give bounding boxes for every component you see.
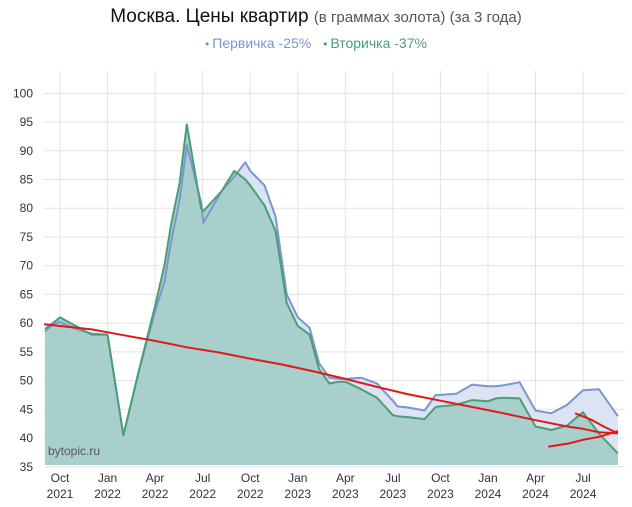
legend-label-secondary: Вторичка -37%: [330, 35, 427, 51]
trend-line-0: [43, 323, 618, 435]
chart-legend: • Первичка -25% • Вторичка -37%: [0, 35, 632, 51]
x-tick-label-5-year: 2023: [284, 487, 311, 501]
y-tick-label-75: 75: [20, 230, 34, 244]
y-tick-label-95: 95: [20, 115, 34, 129]
legend-label-primary: Первичка -25%: [212, 35, 312, 51]
x-tick-label-4-month: Oct: [241, 471, 260, 485]
x-tick-label-3-year: 2022: [189, 487, 216, 501]
x-tick-label-0-year: 2021: [47, 487, 74, 501]
x-tick-label-6-month: Apr: [336, 471, 355, 485]
x-tick-label-6-year: 2023: [332, 487, 359, 501]
x-tick-label-1-year: 2022: [94, 487, 121, 501]
x-tick-label-11-month: Jul: [575, 471, 590, 485]
x-tick-label-7-year: 2023: [379, 487, 406, 501]
y-tick-label-100: 100: [13, 86, 33, 100]
x-tick-label-1-month: Jan: [98, 471, 117, 485]
x-tick-label-0-month: Oct: [51, 471, 70, 485]
watermark-text: bytopic.ru: [48, 444, 100, 458]
x-tick-label-2-year: 2022: [142, 487, 169, 501]
x-tick-label-5-month: Jan: [288, 471, 307, 485]
chart-title-subtitle: (в граммах золота) (за 3 года): [313, 9, 522, 26]
y-tick-label-55: 55: [20, 345, 34, 359]
trend-line-1: [548, 430, 619, 448]
chart-title-main: Москва. Цены квартир: [110, 6, 309, 27]
x-tick-label-8-month: Oct: [431, 471, 450, 485]
series-line-0: [44, 144, 619, 437]
x-tick-label-8-year: 2023: [427, 487, 454, 501]
y-tick-label-45: 45: [20, 402, 34, 416]
y-tick-label-65: 65: [20, 287, 34, 301]
legend-dot-secondary: •: [323, 37, 328, 51]
x-tick-label-7-month: Jul: [385, 471, 400, 485]
y-tick-label-90: 90: [20, 144, 34, 158]
series-line-1: [44, 123, 619, 455]
chart-title: Москва. Цены квартир (в граммах золота) …: [0, 6, 632, 28]
trend-line-2: [574, 412, 619, 435]
legend-item-primary[interactable]: • Первичка -25%: [205, 35, 315, 51]
y-tick-label-80: 80: [20, 201, 34, 215]
y-tick-label-50: 50: [20, 374, 34, 388]
y-tick-label-85: 85: [20, 173, 34, 187]
y-tick-label-35: 35: [20, 460, 34, 474]
y-tick-label-70: 70: [20, 259, 34, 273]
x-tick-label-10-year: 2024: [522, 487, 549, 501]
x-tick-label-9-month: Jan: [478, 471, 497, 485]
y-tick-label-40: 40: [20, 431, 34, 445]
x-tick-label-2-month: Apr: [146, 471, 165, 485]
x-tick-label-11-year: 2024: [570, 487, 597, 501]
x-tick-label-10-month: Apr: [526, 471, 545, 485]
y-tick-label-60: 60: [20, 316, 34, 330]
series-area-1: [44, 124, 618, 466]
legend-item-secondary[interactable]: • Вторичка -37%: [323, 35, 427, 51]
legend-dot-primary: •: [205, 37, 210, 51]
x-tick-label-9-year: 2024: [475, 487, 502, 501]
x-tick-label-3-month: Jul: [195, 471, 210, 485]
x-tick-label-4-year: 2022: [237, 487, 264, 501]
